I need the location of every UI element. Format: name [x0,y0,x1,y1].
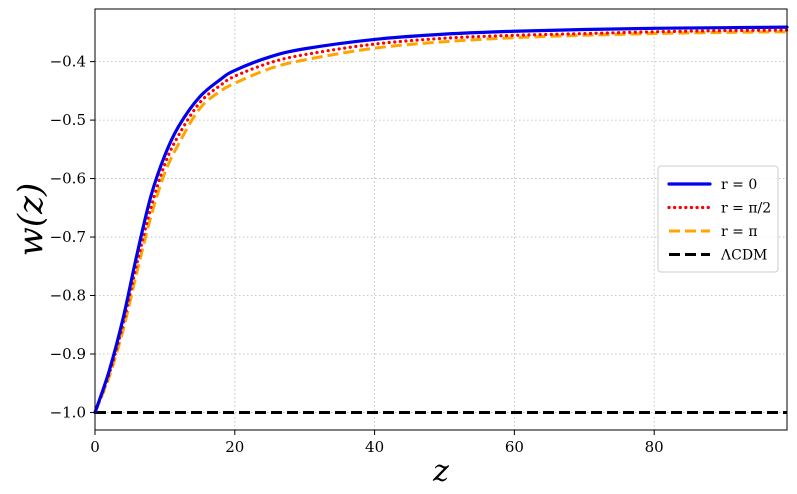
y-tick-label: −0.6 [50,170,86,188]
legend: r = 0 r = π/2 r = π ΛCDM [657,165,779,273]
plot-frame [94,8,788,431]
x-tick-label: 60 [505,438,524,456]
y-tick-label: −0.9 [50,345,86,363]
x-tick-label: 0 [90,438,100,456]
legend-label-1: r = π/2 [721,201,771,217]
legend-label-3: ΛCDM [720,248,767,264]
series-line-2 [93,30,788,414]
x-tick-label: 80 [645,438,664,456]
y-tick-label: −0.7 [50,228,86,246]
x-tick-label: 40 [365,438,384,456]
y-tick-label: −0.4 [50,53,86,71]
y-axis-label: w(z) [11,183,51,257]
y-tick-label: −1.0 [50,403,86,421]
axis-ticks: 0 20 40 60 80 −1.0 −0.9 −0.8 −0.7 −0.6 −0.5 −0.4 [50,53,664,456]
x-tick-label: 20 [225,438,244,456]
y-tick-label: −0.8 [50,287,86,305]
series-line-1 [93,28,789,415]
series-lines [93,25,789,415]
legend-label-2: r = π [721,224,758,240]
legend-label-0: r = 0 [721,177,757,193]
legend-box [657,165,779,273]
y-tick-label: −0.5 [50,111,86,129]
series-line-0 [93,25,789,415]
x-axis-label: z [432,454,449,489]
